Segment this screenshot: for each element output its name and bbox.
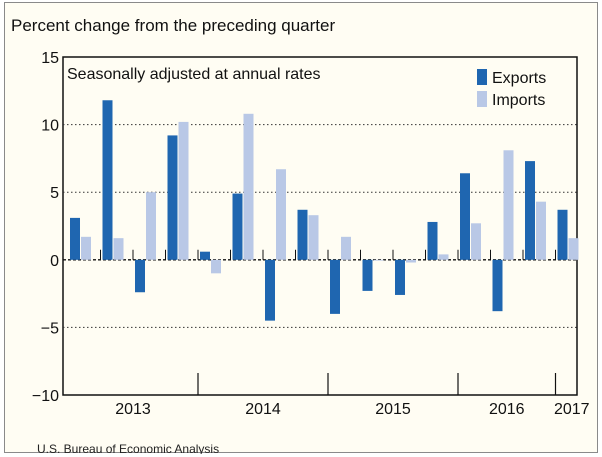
source-note: U.S. Bureau of Economic Analysis: [37, 442, 219, 454]
bar-exports: [492, 259, 503, 312]
legend-swatch-exports: [477, 69, 487, 85]
y-tick-label: −5: [41, 320, 59, 337]
bar-imports: [276, 169, 286, 260]
y-tick-label: 0: [50, 253, 59, 270]
bar-exports: [200, 251, 210, 260]
bar-imports: [243, 113, 254, 260]
bar-imports: [178, 121, 189, 260]
bar-imports: [373, 259, 384, 261]
bar-imports: [536, 201, 546, 260]
bar-exports: [557, 209, 568, 260]
bar-exports: [395, 259, 405, 295]
bar-imports: [568, 238, 579, 260]
bar-imports: [341, 236, 351, 260]
bar-exports: [297, 209, 308, 260]
bar-exports: [330, 259, 340, 314]
x-axis: 2013 2014 2015 2016 2017: [115, 373, 590, 418]
bar-exports: [362, 259, 373, 291]
bar-exports: [265, 259, 275, 321]
bar-imports: [146, 192, 156, 260]
legend-swatch-imports: [477, 91, 487, 107]
bar-imports: [438, 254, 449, 260]
y-tick-label: 10: [41, 118, 59, 135]
chart-svg: Percent change from the preceding quarte…: [11, 16, 590, 454]
y-axis: −10 −5 0 5 10 15: [32, 50, 59, 405]
chart-figure: Percent change from the preceding quarte…: [4, 2, 598, 454]
bar-exports: [135, 259, 145, 293]
bar-imports: [308, 215, 319, 260]
y-tick-label: −10: [32, 388, 59, 405]
bar-imports: [406, 259, 416, 263]
chart-subtitle: Seasonally adjusted at annual rates: [67, 66, 321, 83]
bars: [70, 100, 579, 321]
legend-label-imports: Imports: [492, 92, 545, 109]
gridlines: [63, 124, 577, 328]
bar-imports: [81, 236, 91, 260]
year-label: 2015: [375, 401, 411, 418]
y-tick-label: 15: [41, 50, 59, 67]
legend-label-exports: Exports: [492, 70, 546, 87]
bar-exports: [102, 100, 113, 260]
bar-exports: [427, 221, 438, 260]
bar-imports: [211, 259, 221, 274]
year-label: 2013: [115, 401, 151, 418]
bar-exports: [232, 193, 243, 260]
chart-title: Percent change from the preceding quarte…: [11, 16, 335, 35]
year-label: 2016: [489, 401, 525, 418]
y-tick-label: 5: [50, 185, 59, 202]
plot-frame: [62, 56, 578, 396]
year-label: 2017: [554, 401, 590, 418]
bar-exports: [167, 135, 178, 260]
bar-exports: [70, 217, 80, 260]
year-label: 2014: [245, 401, 281, 418]
bar-exports: [460, 173, 470, 260]
bar-imports: [113, 238, 124, 260]
bar-imports: [503, 150, 514, 260]
bar-imports: [471, 223, 481, 260]
bar-exports: [525, 161, 535, 260]
legend: Exports Imports: [477, 69, 546, 109]
quarter-ticks: [100, 249, 556, 260]
